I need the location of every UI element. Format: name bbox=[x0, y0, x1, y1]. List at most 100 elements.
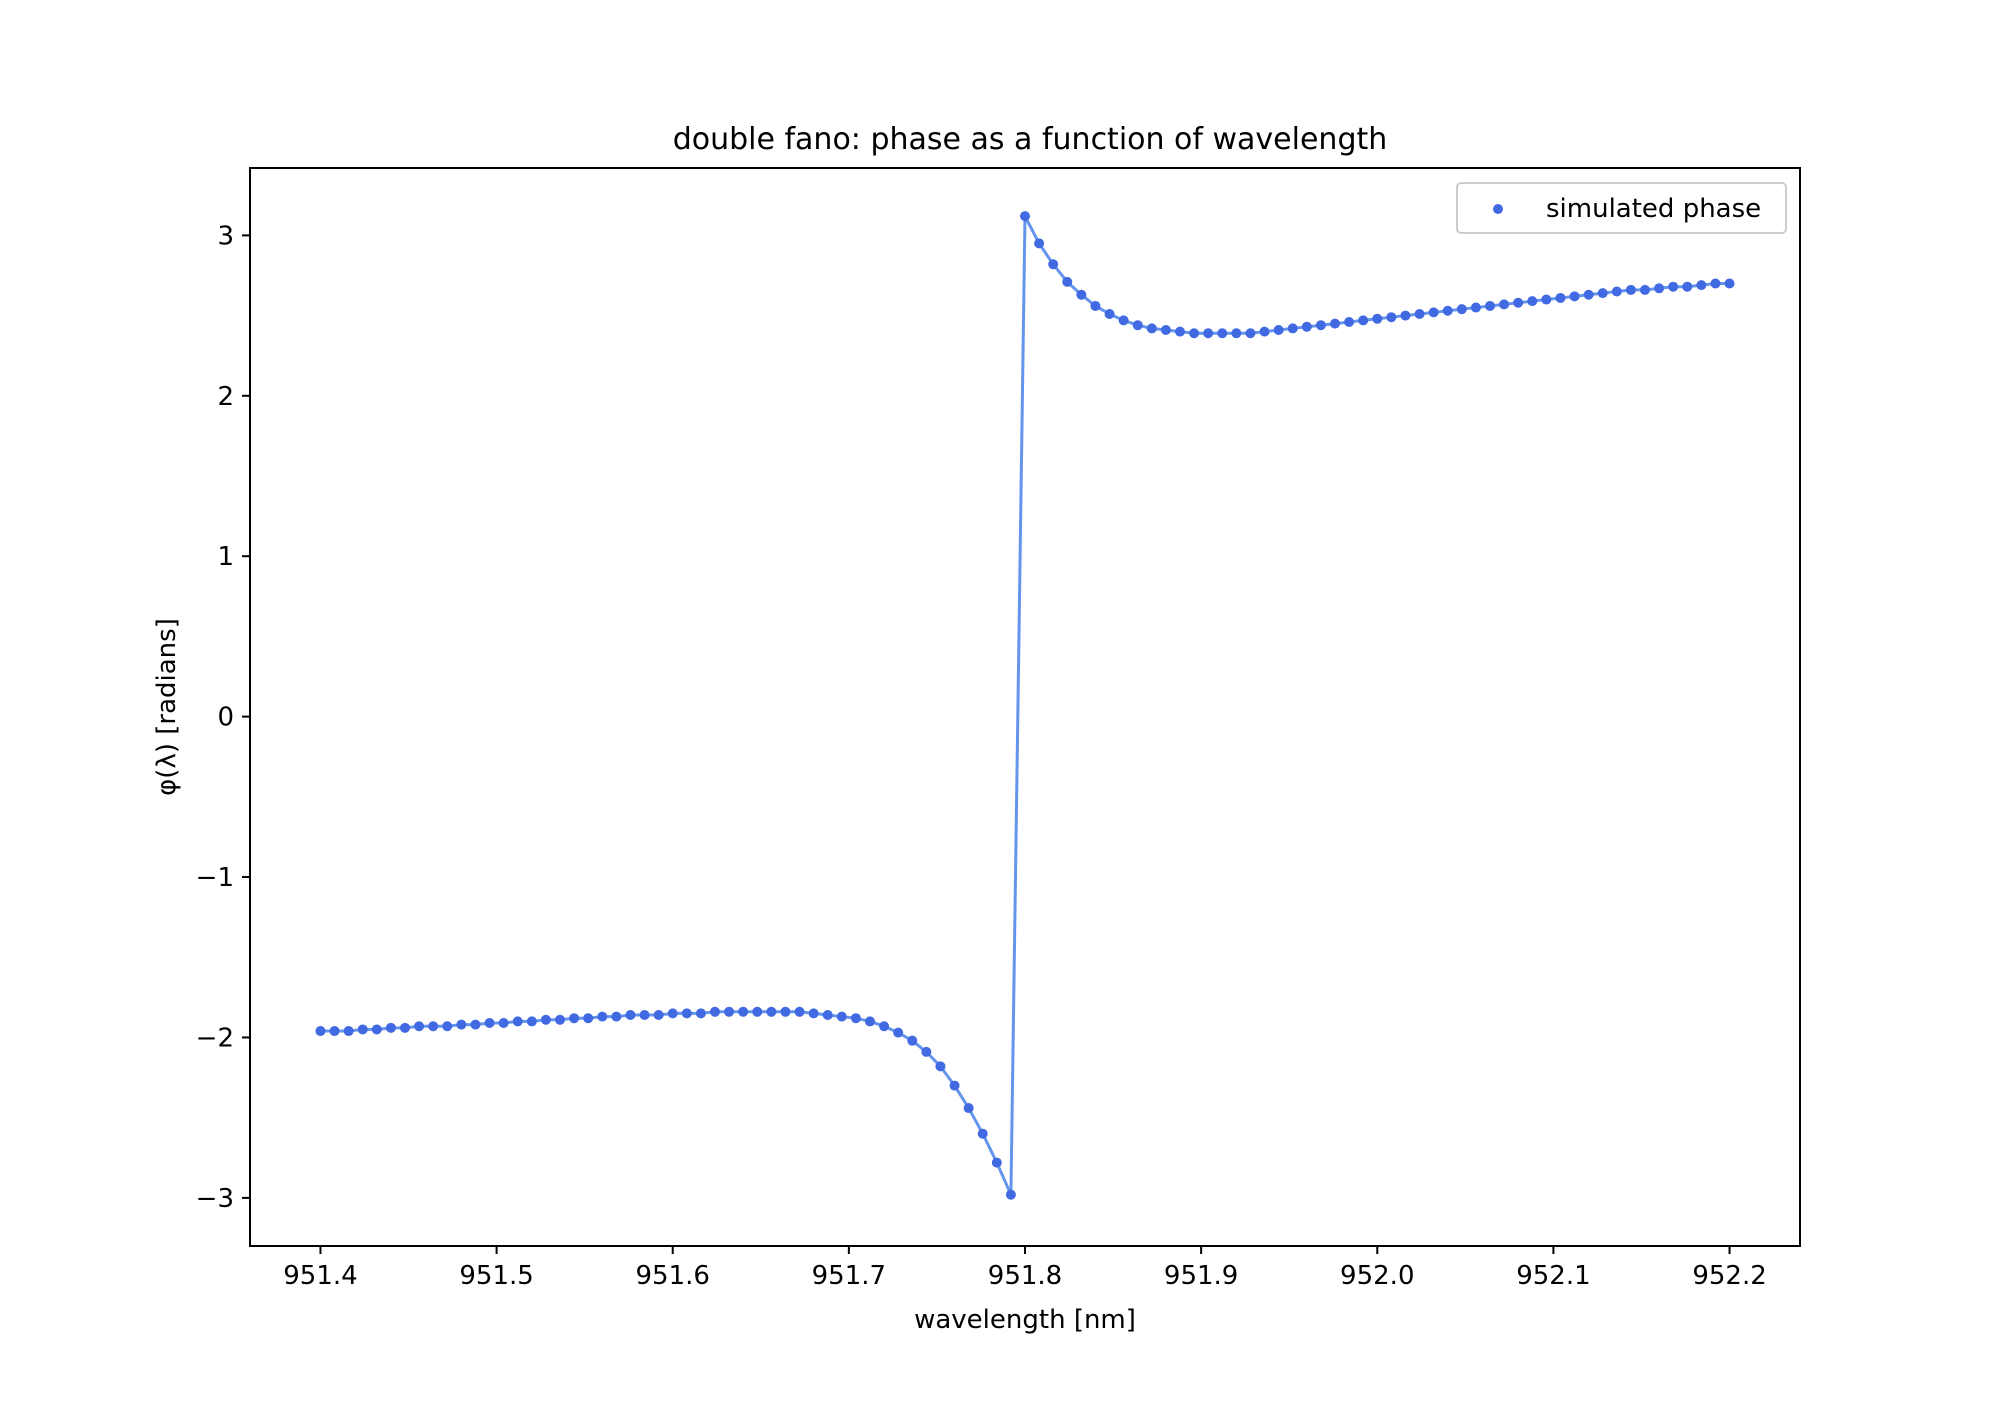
data-point bbox=[1400, 310, 1411, 321]
data-point bbox=[1259, 326, 1270, 337]
data-point bbox=[639, 1010, 650, 1020]
data-point bbox=[794, 1006, 805, 1017]
data-point bbox=[442, 1021, 453, 1032]
data-point bbox=[1527, 296, 1538, 307]
x-tick-label: 951.8 bbox=[988, 1261, 1062, 1291]
data-point bbox=[766, 1006, 777, 1017]
data-point bbox=[1724, 278, 1735, 289]
data-point bbox=[921, 1046, 932, 1057]
series-line bbox=[320, 214, 1730, 1197]
data-point bbox=[540, 1014, 551, 1025]
data-point bbox=[907, 1035, 918, 1046]
data-point bbox=[357, 1024, 368, 1035]
x-axis-label: wavelength [nm] bbox=[914, 1305, 1136, 1335]
x-tick-label: 951.6 bbox=[636, 1261, 710, 1291]
data-point bbox=[414, 1021, 425, 1032]
data-point bbox=[385, 1022, 396, 1033]
data-point bbox=[1315, 320, 1326, 331]
data-point bbox=[456, 1019, 467, 1030]
y-tick-label: −2 bbox=[196, 1023, 234, 1053]
data-point bbox=[1513, 297, 1524, 308]
data-point bbox=[977, 1128, 988, 1139]
data-point bbox=[526, 1016, 537, 1027]
data-point bbox=[1020, 211, 1030, 222]
data-point bbox=[949, 1080, 960, 1091]
data-point bbox=[1062, 276, 1073, 287]
data-point bbox=[1470, 302, 1481, 313]
data-point bbox=[1118, 315, 1129, 326]
data-point bbox=[611, 1011, 622, 1022]
data-point bbox=[1104, 308, 1115, 319]
legend-marker bbox=[1493, 204, 1503, 214]
data-point bbox=[1611, 286, 1622, 297]
y-tick-label: 0 bbox=[217, 703, 234, 733]
data-point bbox=[653, 1010, 664, 1020]
data-point bbox=[780, 1006, 791, 1017]
data-point bbox=[681, 1008, 692, 1019]
data-point bbox=[1428, 307, 1439, 318]
x-axis: 951.4 951.5 951.6 951.7 951.8 951.9 952.0 952.1… bbox=[283, 1246, 1767, 1291]
data-point bbox=[400, 1022, 410, 1033]
chart-title: double fano: phase as a function of wave… bbox=[673, 122, 1388, 157]
data-point bbox=[583, 1013, 594, 1024]
data-point bbox=[498, 1018, 509, 1029]
data-point bbox=[371, 1024, 382, 1035]
data-point bbox=[555, 1014, 565, 1025]
data-point bbox=[963, 1103, 974, 1114]
data-point bbox=[1555, 292, 1566, 303]
data-point bbox=[1076, 289, 1087, 300]
data-point bbox=[1541, 294, 1552, 305]
data-point bbox=[752, 1006, 763, 1017]
data-point bbox=[935, 1061, 946, 1072]
data-point bbox=[329, 1026, 340, 1037]
data-point bbox=[850, 1013, 861, 1024]
data-point bbox=[1358, 315, 1369, 326]
legend-label: simulated phase bbox=[1546, 194, 1761, 224]
data-point bbox=[1654, 283, 1665, 294]
data-point bbox=[1583, 289, 1594, 300]
data-point bbox=[695, 1008, 706, 1019]
data-point bbox=[1090, 300, 1101, 311]
data-point bbox=[484, 1018, 495, 1029]
data-point bbox=[879, 1021, 890, 1032]
x-tick-label: 952.1 bbox=[1516, 1261, 1590, 1291]
data-point bbox=[1245, 328, 1256, 339]
x-tick-label: 951.7 bbox=[812, 1261, 886, 1291]
data-point bbox=[1668, 281, 1679, 292]
data-point bbox=[836, 1011, 847, 1022]
data-point bbox=[808, 1008, 819, 1019]
data-point bbox=[1442, 305, 1453, 316]
data-point bbox=[1710, 278, 1721, 289]
data-point bbox=[315, 1026, 326, 1037]
data-point bbox=[1344, 317, 1355, 327]
y-tick-label: −1 bbox=[196, 863, 234, 893]
data-point bbox=[1287, 323, 1298, 334]
y-tick-label: 3 bbox=[217, 221, 234, 251]
data-point bbox=[1372, 313, 1383, 324]
data-point bbox=[1048, 259, 1059, 270]
data-point bbox=[822, 1010, 833, 1020]
x-tick-label: 952.2 bbox=[1692, 1261, 1766, 1291]
data-point bbox=[1569, 291, 1580, 302]
data-point bbox=[1203, 328, 1214, 339]
y-axis-label: φ(λ) [radians] bbox=[152, 618, 182, 796]
y-tick-label: 1 bbox=[217, 542, 234, 572]
legend: simulated phase bbox=[1456, 182, 1787, 234]
data-point bbox=[1132, 320, 1143, 331]
data-point bbox=[597, 1011, 608, 1022]
data-point bbox=[991, 1157, 1002, 1168]
data-point bbox=[1330, 318, 1340, 329]
data-point bbox=[1005, 1189, 1016, 1200]
data-point bbox=[1499, 299, 1510, 310]
data-point bbox=[1160, 325, 1171, 336]
data-point bbox=[1456, 304, 1467, 315]
legend-box bbox=[1456, 182, 1787, 234]
data-point bbox=[1273, 325, 1284, 336]
data-point bbox=[865, 1016, 875, 1027]
data-point bbox=[724, 1006, 735, 1017]
data-point bbox=[710, 1006, 720, 1017]
data-point bbox=[1189, 328, 1200, 339]
data-point bbox=[1386, 312, 1397, 323]
